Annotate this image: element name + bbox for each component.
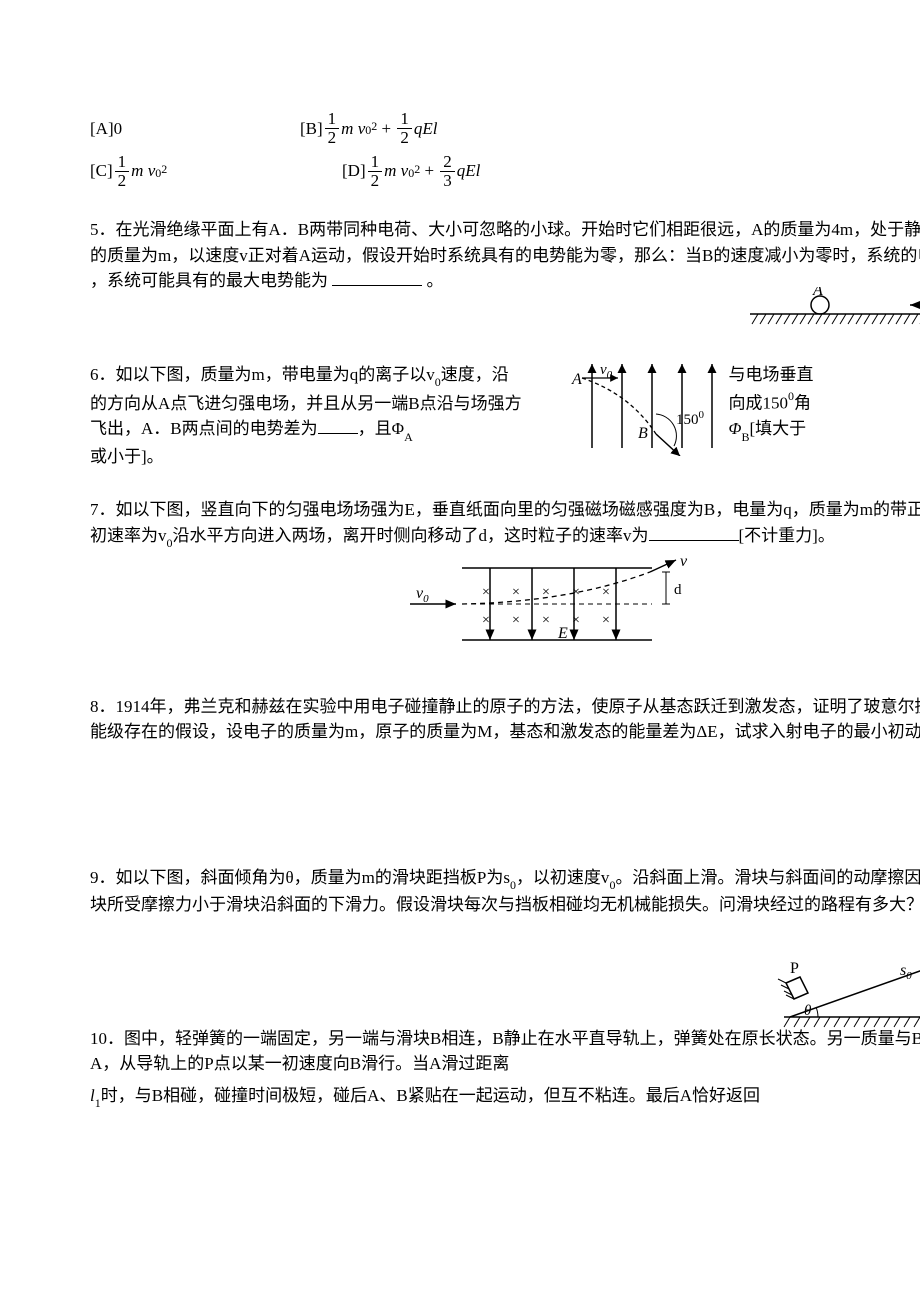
q9-fig-p: P (790, 960, 799, 977)
q6-number: 6 (90, 365, 99, 384)
q10-text-1: ．图中，轻弹簧的一端固定，另一端与滑块B相连，B静止在水平直导轨上，弹簧处在原长… (90, 1029, 920, 1074)
options-row-2: [C] 12 m v02 [D] 12 m v02 + 23 qEl (90, 153, 920, 190)
q5-blank (332, 268, 422, 286)
svg-text:×: × (602, 613, 610, 628)
svg-text:×: × (572, 613, 580, 628)
q7-blank (649, 523, 739, 541)
option-a-label: [A]0 (90, 116, 122, 142)
q10-text-2: 时，与B相碰，碰撞时间极短，碰后A、B紧贴在一起运动，但互不粘连。最后A恰好返回 (101, 1086, 760, 1105)
q5-svg: A B v (750, 287, 920, 337)
option-c: [C] 12 m v02 (90, 153, 300, 190)
q6-fig-angle: 1500 (676, 409, 705, 428)
svg-text:×: × (482, 585, 490, 600)
q7-fig-e: E (557, 625, 568, 642)
svg-text:×: × (512, 585, 520, 600)
q5-fig-a-label: A (812, 287, 823, 299)
q6-line-3: 飞出，A．B两点间的电势差为，且ΦA ΦB[填大于 (90, 416, 920, 443)
q5-number: 5 (90, 220, 99, 239)
question-10: 10．图中，轻弹簧的一端固定，另一端与滑块B相连，B静止在水平直导轨上，弹簧处在… (90, 1026, 920, 1110)
q9-figure: P s0 θ (750, 921, 920, 1041)
q9-fig-theta: θ (804, 1003, 812, 1019)
q6-blank (318, 416, 358, 434)
options-row-1: [A]0 [B] 12 m v02 + 12 qEl (90, 110, 920, 147)
q5-text-main: ．在光滑绝缘平面上有A．B两带同种电荷、大小可忽略的小球。开始时它们相距很远，A… (90, 220, 920, 265)
svg-text:×: × (482, 613, 490, 628)
q8-text: ．1914年，弗兰克和赫兹在实验中用电子碰撞静止的原子的方法，使原子从基态跃迁到… (90, 697, 920, 742)
q6-line-2: 的方向从A点飞进匀强电场，并且从另一端B点沿与场强方 向成1500角 (90, 389, 920, 416)
svg-text:×: × (602, 585, 610, 600)
q6-figure: A v0 B 1500 (570, 356, 720, 464)
question-7: 7．如以下图，竖直向下的匀强电场场强为E，垂直纸面向里的匀强磁场磁感强度为B，电… (90, 497, 920, 665)
q7-fig-d: d (674, 582, 682, 598)
option-d-prefix: [D] (342, 158, 366, 184)
q7-figure: v0 ××××× ××××× E v d (90, 554, 920, 666)
svg-text:×: × (512, 613, 520, 628)
svg-text:×: × (542, 613, 550, 628)
q10-number: 10 (90, 1029, 107, 1048)
q6-svg: A v0 B 1500 (570, 356, 720, 456)
q8-number: 8 (90, 697, 99, 716)
q9-number: 9 (90, 868, 99, 887)
option-d: [D] 12 m v02 + 23 qEl (342, 153, 480, 190)
q7-svg: v0 ××××× ××××× E v d (390, 554, 710, 658)
q5-figure: A B v (750, 287, 920, 345)
q7-fig-v: v (680, 554, 688, 570)
option-c-prefix: [C] (90, 158, 113, 184)
question-6: A v0 B 1500 6．如以下图，质量为m，带电量为q的离子以v0速度，沿 … (90, 362, 920, 469)
q9-svg: P s0 θ (750, 921, 920, 1033)
q9-fig-s0: s0 (900, 962, 912, 982)
question-9: 9．如以下图，斜面倾角为θ，质量为m的滑块距挡板P为s0，以初速度v0。沿斜面上… (90, 865, 920, 998)
q6-fig-b-label: B (638, 425, 648, 442)
q6-fig-a-label: A (571, 371, 582, 388)
q7-number: 7 (90, 500, 99, 519)
q6-line-4: 或小于]。 (90, 444, 920, 470)
q5-period: 。 (427, 271, 444, 290)
option-a: [A]0 (90, 116, 300, 142)
q5-text-tail: ，系统可能具有的最大电势能为 (90, 271, 328, 290)
options-block: [A]0 [B] 12 m v02 + 12 qEl [C] 12 m v02 … (90, 110, 920, 189)
question-5: 5．在光滑绝缘平面上有A．B两带同种电荷、大小可忽略的小球。开始时它们相距很远，… (90, 217, 920, 334)
q6-line-1: 6．如以下图，质量为m，带电量为q的离子以v0速度，沿 与电场垂直 (90, 362, 920, 389)
option-b: [B] 12 m v02 + 12 qEl (300, 110, 510, 147)
option-b-prefix: [B] (300, 116, 323, 142)
q7-fig-v0: v0 (416, 585, 429, 605)
question-8: 8．1914年，弗兰克和赫兹在实验中用电子碰撞静止的原子的方法，使原子从基态跃迁… (90, 694, 920, 745)
